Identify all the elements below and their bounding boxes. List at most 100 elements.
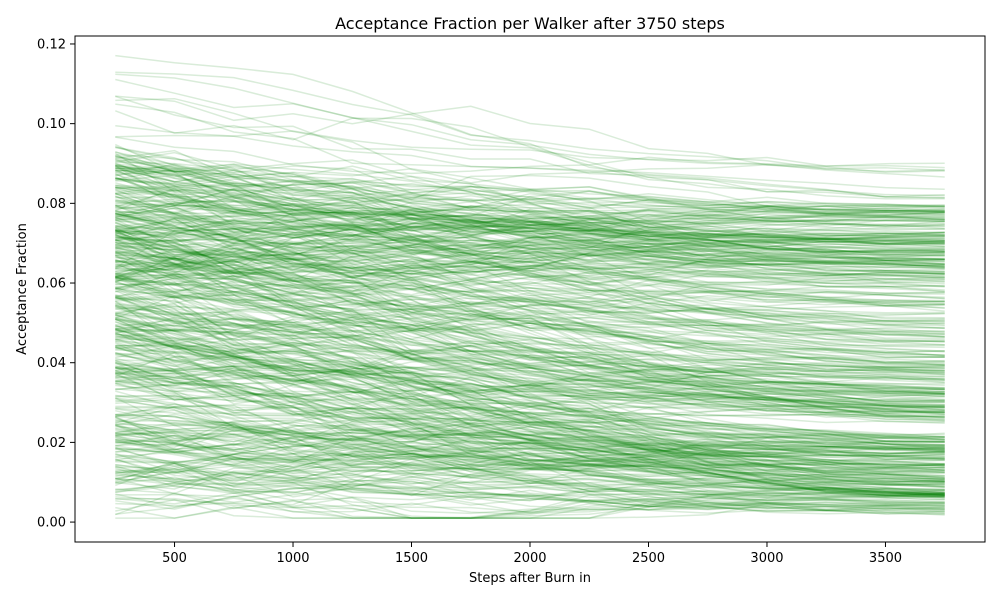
x-tick-label: 2000 xyxy=(513,551,546,566)
walker-line xyxy=(115,277,945,408)
walker-line xyxy=(115,154,945,238)
walker-line xyxy=(115,249,945,279)
walker-line xyxy=(115,175,945,257)
walker-line xyxy=(115,444,945,503)
walker-line xyxy=(114,294,945,496)
walker-line xyxy=(115,340,945,414)
y-tick-label: 0.04 xyxy=(37,356,66,371)
walker-line xyxy=(115,186,945,249)
walker-line xyxy=(115,300,945,338)
walker-line xyxy=(115,495,945,516)
walker-line xyxy=(115,246,945,286)
walker-line xyxy=(115,462,945,514)
walker-line xyxy=(115,443,945,462)
walker-line xyxy=(115,422,945,498)
walker-line xyxy=(115,425,945,484)
walker-line xyxy=(115,416,945,510)
walker-line xyxy=(115,303,945,381)
walker-line xyxy=(115,422,945,468)
walker-line xyxy=(115,368,945,437)
walker-line xyxy=(115,234,945,411)
walker-line xyxy=(115,313,945,493)
walker-line xyxy=(115,164,945,236)
walker-line xyxy=(115,110,945,197)
walker-line xyxy=(115,492,945,511)
walker-line xyxy=(115,313,945,396)
walker-line xyxy=(115,444,945,497)
walker-line xyxy=(115,260,945,290)
walker-line xyxy=(115,204,945,263)
walker-line xyxy=(115,376,945,472)
walker-line xyxy=(115,367,945,442)
walker-line xyxy=(115,178,945,275)
walker-line xyxy=(115,249,945,342)
walker-line xyxy=(115,189,945,238)
walker-line xyxy=(115,442,945,515)
walker-line xyxy=(114,255,945,398)
walker-line xyxy=(115,220,945,270)
walker-line xyxy=(115,201,945,312)
walker-line xyxy=(115,73,945,178)
walker-line xyxy=(115,239,945,414)
walker-line xyxy=(115,216,945,402)
walker-line xyxy=(115,210,945,283)
walker-line xyxy=(115,470,945,511)
walker-line xyxy=(115,259,945,422)
walker-line xyxy=(115,164,945,257)
walker-line xyxy=(115,320,945,340)
walker-line xyxy=(115,352,945,406)
walker-line xyxy=(115,370,945,482)
walker-line xyxy=(115,233,945,395)
walker-line xyxy=(115,420,945,483)
walker-line xyxy=(115,261,945,306)
x-axis-label: Steps after Burn in xyxy=(469,571,591,586)
walker-line xyxy=(115,404,945,468)
walker-line xyxy=(115,458,945,514)
walker-line xyxy=(115,218,945,255)
walker-line xyxy=(115,380,945,443)
walker-line xyxy=(115,211,945,269)
walker-line xyxy=(115,368,945,481)
walker-line xyxy=(115,287,945,409)
walker-line xyxy=(115,329,945,449)
walker-line xyxy=(115,244,945,276)
walker-line xyxy=(115,268,945,367)
walker-line xyxy=(115,445,945,478)
walker-line xyxy=(115,328,945,479)
walker-line xyxy=(115,171,945,214)
walker-line xyxy=(115,460,945,483)
walker-line xyxy=(115,192,945,287)
walker-line xyxy=(115,340,945,419)
walker-line xyxy=(115,379,945,441)
walker-line xyxy=(115,317,945,474)
walker-line xyxy=(115,212,945,252)
walker-line xyxy=(115,446,945,484)
walker-line xyxy=(115,192,945,344)
x-tick-label: 3000 xyxy=(750,551,783,566)
walker-line xyxy=(115,413,945,461)
walker-line xyxy=(115,159,945,261)
walker-line xyxy=(115,251,945,358)
walker-line xyxy=(115,476,945,515)
walker-line xyxy=(115,348,945,395)
walker-line xyxy=(115,250,945,396)
walker-line xyxy=(115,296,945,370)
walker-line xyxy=(115,239,945,374)
walker-line xyxy=(115,209,945,336)
walker-line xyxy=(115,163,945,207)
walker-line xyxy=(115,186,945,252)
walker-line xyxy=(115,185,945,256)
walker-line xyxy=(115,175,945,212)
walker-line xyxy=(115,215,945,267)
walker-line xyxy=(115,406,945,497)
walker-line xyxy=(115,182,945,210)
walker-line xyxy=(115,465,945,506)
walker-line xyxy=(115,320,945,481)
walker-line xyxy=(115,286,945,381)
walker-line xyxy=(115,240,945,282)
walker-line xyxy=(115,275,945,301)
walker-line xyxy=(115,276,945,376)
walker-line xyxy=(115,359,945,448)
walker-line xyxy=(115,424,945,478)
walker-line xyxy=(115,382,945,453)
